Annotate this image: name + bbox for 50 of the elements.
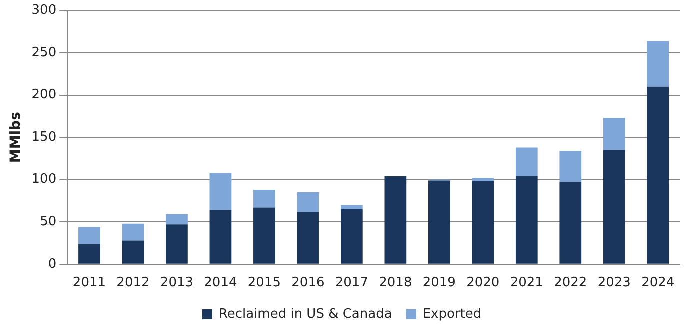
bar: [384, 176, 407, 264]
bar: [647, 41, 670, 87]
x-tick-label: 2011: [72, 276, 106, 291]
bar: [210, 210, 232, 264]
y-tick-label: 100: [32, 172, 57, 188]
x-tick-label: 2012: [116, 276, 150, 291]
y-tick-label: 200: [32, 88, 57, 103]
y-tick-label: 150: [32, 130, 57, 145]
x-tick-label: 2017: [335, 276, 368, 291]
y-axis-title: MMlbs: [8, 112, 24, 164]
bar: [428, 180, 450, 264]
y-tick-label: 250: [32, 45, 57, 60]
x-tick-label: 2020: [466, 276, 500, 291]
bar: [472, 178, 494, 182]
bar: [210, 173, 232, 210]
legend-label: Reclaimed in US & Canada: [218, 306, 392, 322]
x-tick-label: 2016: [292, 276, 325, 291]
bar: [78, 227, 100, 244]
bar: [341, 209, 363, 264]
bar: [560, 151, 582, 182]
bar: [254, 190, 276, 208]
y-tick-label: 50: [40, 214, 57, 230]
bar: [78, 244, 100, 264]
x-tick-label: 2018: [379, 276, 412, 291]
bar: [122, 240, 144, 264]
bar: [516, 148, 538, 176]
x-tick-label: 2022: [554, 276, 588, 291]
x-tick-label: 2015: [248, 276, 281, 291]
bar: [341, 205, 363, 210]
x-tick-label: 2023: [598, 276, 631, 291]
x-tick-label: 2013: [160, 276, 194, 291]
bar: [166, 214, 188, 225]
bar: [603, 118, 626, 150]
bar: [603, 150, 626, 264]
legend-label: Exported: [422, 306, 482, 322]
bar: [516, 176, 538, 264]
bar: [297, 212, 320, 264]
bar: [122, 224, 144, 241]
bar: [297, 192, 320, 212]
x-tick-label: 2014: [204, 276, 238, 291]
bar: [647, 86, 670, 264]
bar: [166, 224, 188, 264]
bar: [560, 182, 582, 264]
y-tick-label: 300: [32, 3, 57, 18]
x-tick-label: 2019: [422, 276, 456, 291]
x-tick-label: 2024: [642, 276, 675, 291]
x-tick-label: 2021: [510, 276, 544, 291]
bar: [254, 208, 276, 264]
bar: [472, 182, 494, 264]
y-tick-label: 0: [48, 256, 57, 272]
